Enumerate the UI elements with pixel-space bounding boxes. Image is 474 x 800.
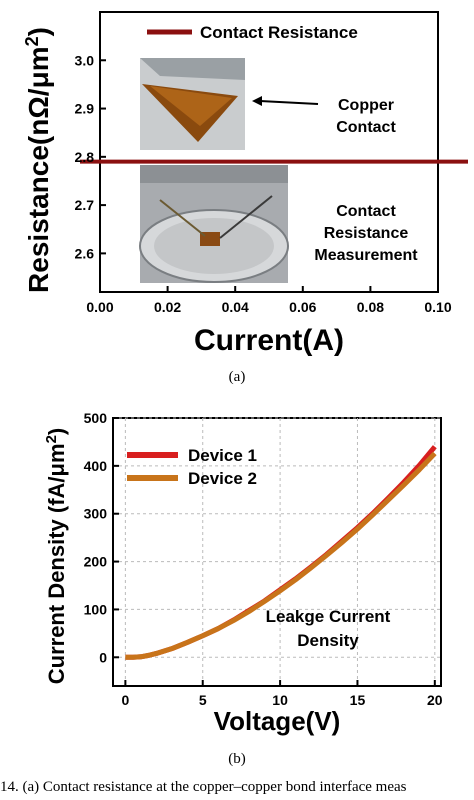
chart-a-x-tick-label: 0.02 — [154, 299, 181, 315]
chart-a-y-tick-label: 2.8 — [75, 149, 95, 165]
chart-a-x-tick-label: 0.06 — [289, 299, 316, 315]
chart-a-y-tick-label: 2.7 — [75, 197, 95, 213]
legend-label-contact-resistance: Contact Resistance — [200, 23, 358, 42]
chart-b-y-tick-label: 400 — [84, 458, 108, 474]
copper-annotation-arrow — [252, 96, 319, 106]
chart-a-legend: Contact Resistance — [147, 23, 358, 42]
chart-a-annotation-measurement: Resistance — [324, 225, 409, 242]
chart-b-x-tick-label: 10 — [272, 692, 288, 708]
figure-caption: 14. (a) Contact resistance at the copper… — [0, 779, 407, 795]
chart-b-y-axis-label: Current Density (fA/μm2) — [43, 428, 69, 685]
chart-b-legend: Device 1 Device 2 — [127, 446, 257, 488]
chart-b-x-tick-label: 20 — [427, 692, 443, 708]
chart-b-x-axis-label: Voltage(V) — [214, 706, 341, 736]
legend-label-device-1: Device 1 — [188, 446, 257, 465]
chart-a-x-axis-label: Current(A) — [194, 324, 344, 357]
copper-contact-photo — [140, 58, 245, 150]
chart-a-x-tick-label: 0.10 — [424, 299, 451, 315]
chart-b-annotation-leakage: Leakge Current — [266, 607, 391, 626]
caption-a: (a) — [229, 369, 246, 385]
chart-b-y-tick-label: 100 — [84, 601, 108, 617]
chart-a-x-tick-label: 0.08 — [357, 299, 384, 315]
chart-b-series-line-2 — [125, 451, 437, 660]
chart-b-plot-frame — [112, 417, 442, 687]
chart-a-x-tick-label: 0.00 — [86, 299, 113, 315]
chart-b-annotation-leakage: Density — [297, 631, 359, 650]
chart-b-y-tick-label: 300 — [84, 506, 108, 522]
chart-a-y-tick-label: 3.0 — [75, 52, 95, 68]
legend-label-device-2: Device 2 — [188, 469, 257, 488]
caption-b: (b) — [228, 751, 246, 767]
chart-a-y-tick-label: 2.9 — [75, 101, 95, 117]
chart-b-x-tick-label: 15 — [350, 692, 366, 708]
chart-a-annotation-copper: Contact — [336, 119, 396, 136]
chart-b-x-tick-label: 5 — [199, 692, 207, 708]
chart-b-y-tick-label: 500 — [84, 410, 108, 426]
chart-a-annotation-copper: Copper — [338, 97, 394, 114]
chart-a: Copper Contact Contact Resistance Measuremen… — [22, 11, 468, 385]
measurement-setup-photo — [139, 165, 289, 283]
chart-b-y-tick-label: 0 — [99, 649, 107, 665]
chart-a-x-tick-label: 0.04 — [222, 299, 249, 315]
chart-a-y-axis-label: Resistance(nΩ/μm2) — [22, 27, 54, 293]
chart-b-x-tick-label: 0 — [121, 692, 129, 708]
chart-a-y-tick-label: 2.6 — [75, 245, 95, 261]
chart-a-annotation-measurement: Measurement — [314, 247, 418, 264]
chart-b-y-tick-label: 200 — [84, 554, 108, 570]
chart-a-annotation-measurement: Contact — [336, 203, 396, 220]
chart-a-plot-frame — [99, 11, 439, 293]
